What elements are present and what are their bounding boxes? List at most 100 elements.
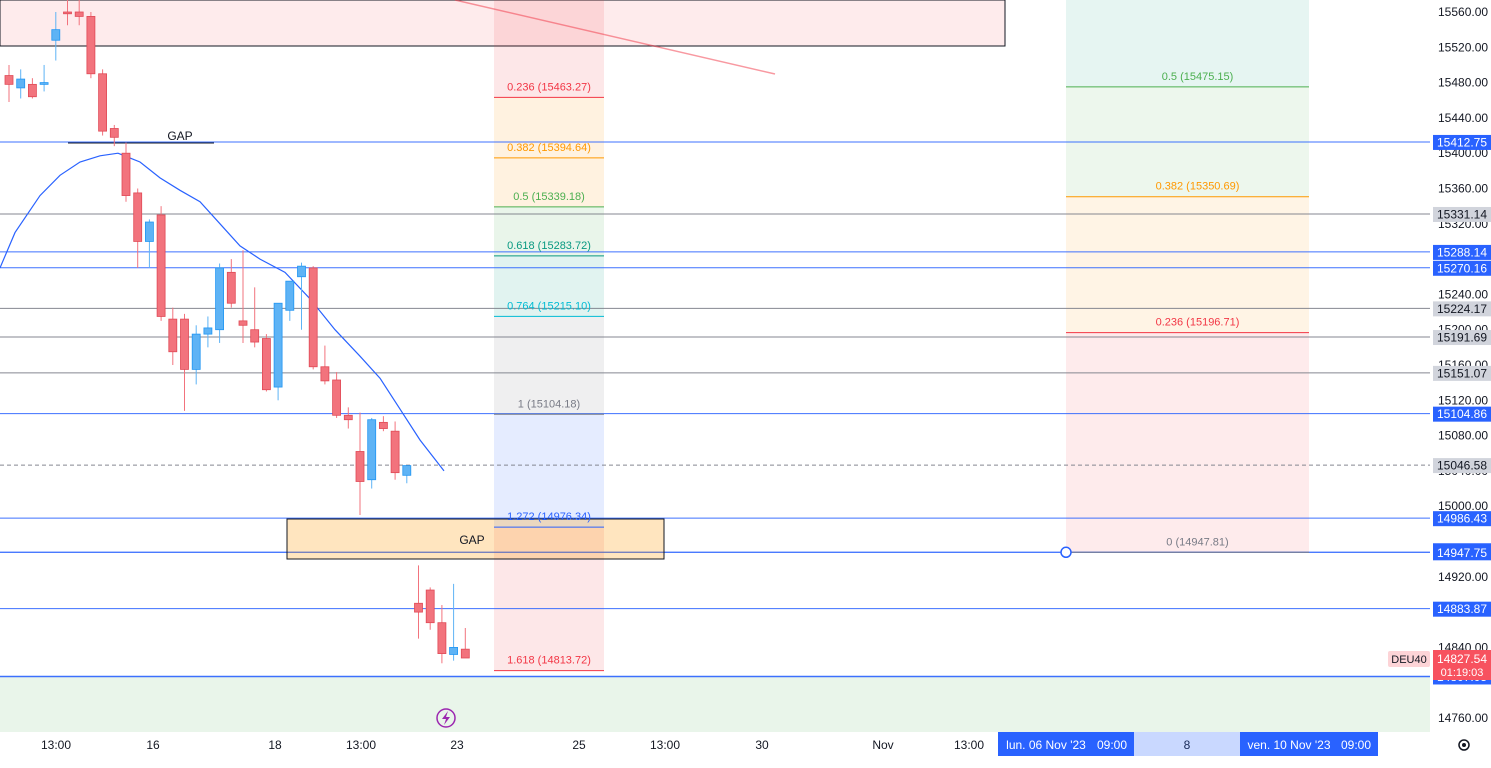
gap-label-bottom: GAP [459,533,484,547]
candle[interactable] [133,188,143,268]
candle[interactable] [51,12,61,61]
candle[interactable] [109,124,119,147]
candle[interactable] [297,262,306,330]
candle-body [273,302,283,388]
candle[interactable] [203,316,213,348]
candles[interactable] [4,0,470,664]
candle[interactable] [320,345,330,385]
time-tick: 30 [755,738,769,752]
price-badge-label: 15270.16 [1437,261,1487,275]
range-start-time: 09:00 [1097,738,1127,752]
candle[interactable] [273,302,283,401]
candle[interactable] [180,313,189,411]
price-badge-label: 15151.07 [1437,366,1487,380]
gap-box [286,518,665,560]
candle[interactable] [168,307,178,365]
price-tick: 15000.00 [1438,499,1488,513]
fibonacci-tools[interactable]: 0.236 (15463.27) 0.382 (15394.64) 0.5 (153… [494,71,1309,672]
candle[interactable] [355,412,365,516]
candle[interactable] [156,206,166,321]
fib-level-label: 0.5 (15339.18) [513,191,585,203]
time-tick: 13:00 [650,738,680,752]
candle-body [215,267,225,331]
fib-anchor-handle[interactable] [1060,546,1072,559]
background-zones [0,0,1430,732]
candle[interactable] [367,417,377,489]
candle[interactable] [144,219,154,268]
candle[interactable] [16,69,26,99]
candle-body [297,265,306,278]
candle[interactable] [390,421,400,480]
candle[interactable] [285,280,295,321]
candle[interactable] [74,0,84,26]
candle[interactable] [98,69,107,136]
candle[interactable] [238,250,248,343]
candle-body [238,320,248,326]
candle[interactable] [27,78,37,99]
candle-body [180,318,189,370]
time-tick: 18 [268,738,282,752]
last-price: 14827.54 [1437,652,1487,666]
range-start-date: lun. 06 Nov '23 [1006,738,1086,752]
candle[interactable] [425,587,435,630]
support-zone [0,676,1430,732]
price-badge-label: 14883.87 [1437,602,1487,616]
candle[interactable] [437,605,447,664]
price-badge [1433,545,1491,561]
candle-body [378,421,388,429]
price-badge [1433,406,1491,422]
price-badge [1433,458,1491,474]
candle[interactable] [86,12,96,79]
candle[interactable] [308,266,318,370]
settings-icon[interactable] [1458,739,1470,751]
price-badge-label: 15046.58 [1437,459,1487,473]
candle[interactable] [414,565,423,639]
lightning-icon[interactable] [436,708,456,728]
candle[interactable] [332,372,342,418]
candle[interactable] [121,142,131,202]
candle[interactable] [63,0,72,26]
time-tick: 16 [146,738,160,752]
candle[interactable] [215,263,225,343]
candle[interactable] [261,334,271,392]
time-tick: 25 [572,738,586,752]
fib-left-band [494,414,604,528]
price-badge-label: 15224.17 [1437,302,1487,316]
candle-body [63,11,72,15]
candle[interactable] [378,416,388,432]
candle[interactable] [4,64,14,103]
candle-body [261,338,271,391]
time-tick: 13:00 [41,738,71,752]
horizontal-lines [0,0,1430,678]
fib-left-band [494,157,604,207]
ma-line [0,152,445,472]
candle-body [74,11,84,17]
time-axis[interactable]: 13:00 16 18 13:00 23 25 13:00 30 Nov 13:00 8 lun. 0… [0,732,1491,768]
candle-body [437,622,447,654]
annotations[interactable]: GAP GAP [167,129,484,547]
fib-level-label: 0.236 (15196.71) [1156,317,1240,329]
candle[interactable] [226,259,236,308]
candle[interactable] [39,64,49,92]
fib-level-label: 0.382 (15350.69) [1156,181,1240,193]
price-badge [1433,244,1491,260]
candle-body [332,379,342,416]
fib-level-label: 0.764 (15215.10) [507,300,591,312]
time-tick: 13:00 [346,738,376,752]
candle-body [121,152,131,196]
price-badge-label: 14947.75 [1437,546,1487,560]
candle[interactable] [460,627,470,659]
candle[interactable] [250,287,260,348]
fib-left-band [494,206,604,256]
candle-body [168,318,178,353]
candle-body [343,414,353,421]
candle[interactable] [402,465,412,484]
gap-label-top: GAP [167,129,192,143]
candle[interactable] [449,583,459,661]
price-badge [1433,301,1491,317]
candle-body [109,128,119,138]
candle[interactable] [343,407,353,429]
price-axis[interactable]: 14760.0014840.0014920.0015000.0015040.00… [1433,5,1491,725]
candle[interactable] [191,325,201,385]
